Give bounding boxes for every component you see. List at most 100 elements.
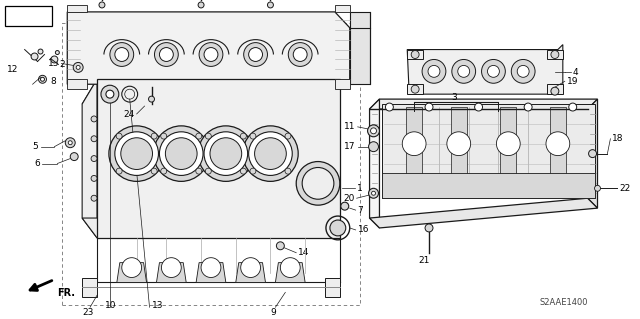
Polygon shape bbox=[500, 107, 516, 178]
Circle shape bbox=[116, 133, 122, 139]
Polygon shape bbox=[588, 99, 598, 208]
Text: 21: 21 bbox=[419, 256, 429, 265]
Text: 1: 1 bbox=[356, 184, 362, 193]
Circle shape bbox=[302, 167, 334, 199]
Polygon shape bbox=[236, 263, 266, 282]
Polygon shape bbox=[369, 99, 380, 228]
Polygon shape bbox=[383, 104, 595, 198]
Circle shape bbox=[73, 63, 83, 72]
Circle shape bbox=[109, 126, 164, 182]
Circle shape bbox=[372, 191, 376, 195]
Circle shape bbox=[250, 168, 256, 174]
Circle shape bbox=[524, 103, 532, 111]
Text: 14: 14 bbox=[298, 248, 310, 257]
Text: 7: 7 bbox=[358, 206, 364, 215]
Circle shape bbox=[452, 59, 476, 83]
Circle shape bbox=[148, 96, 154, 102]
Circle shape bbox=[110, 43, 134, 66]
Circle shape bbox=[106, 90, 114, 98]
Circle shape bbox=[199, 43, 223, 66]
Polygon shape bbox=[335, 5, 349, 12]
Text: 15: 15 bbox=[48, 59, 60, 68]
Circle shape bbox=[99, 2, 105, 8]
Polygon shape bbox=[275, 263, 305, 282]
Polygon shape bbox=[67, 79, 87, 89]
Circle shape bbox=[241, 168, 246, 174]
Circle shape bbox=[38, 75, 47, 83]
Circle shape bbox=[196, 168, 202, 174]
Circle shape bbox=[91, 156, 97, 161]
Circle shape bbox=[204, 132, 248, 175]
Circle shape bbox=[161, 258, 181, 278]
Circle shape bbox=[51, 56, 58, 63]
Circle shape bbox=[56, 50, 60, 55]
Circle shape bbox=[68, 141, 72, 145]
Circle shape bbox=[250, 133, 256, 139]
Circle shape bbox=[280, 258, 300, 278]
Polygon shape bbox=[82, 79, 340, 104]
Circle shape bbox=[425, 103, 433, 111]
FancyBboxPatch shape bbox=[5, 6, 52, 26]
Polygon shape bbox=[369, 99, 598, 109]
Circle shape bbox=[154, 126, 209, 182]
Circle shape bbox=[198, 126, 253, 182]
Circle shape bbox=[151, 168, 157, 174]
Circle shape bbox=[154, 43, 179, 66]
Text: 17: 17 bbox=[344, 142, 356, 151]
Circle shape bbox=[115, 48, 129, 62]
Polygon shape bbox=[335, 79, 349, 89]
Polygon shape bbox=[550, 107, 566, 178]
Polygon shape bbox=[82, 278, 97, 297]
Circle shape bbox=[371, 128, 376, 134]
Circle shape bbox=[330, 220, 346, 236]
Text: 23: 23 bbox=[83, 308, 94, 317]
Circle shape bbox=[115, 132, 159, 175]
Circle shape bbox=[475, 103, 483, 111]
Circle shape bbox=[268, 2, 273, 8]
Polygon shape bbox=[407, 49, 423, 59]
Circle shape bbox=[91, 136, 97, 142]
Circle shape bbox=[91, 175, 97, 182]
Circle shape bbox=[385, 103, 394, 111]
Circle shape bbox=[91, 195, 97, 201]
Text: 10: 10 bbox=[105, 301, 116, 310]
Circle shape bbox=[249, 132, 292, 175]
Circle shape bbox=[551, 50, 559, 58]
Circle shape bbox=[205, 133, 211, 139]
Polygon shape bbox=[67, 5, 87, 12]
Text: 22: 22 bbox=[620, 184, 630, 193]
Circle shape bbox=[159, 48, 173, 62]
Text: FR.: FR. bbox=[58, 288, 76, 298]
Text: 19: 19 bbox=[567, 77, 579, 86]
Circle shape bbox=[121, 138, 152, 169]
Polygon shape bbox=[547, 49, 563, 59]
Circle shape bbox=[151, 133, 157, 139]
Polygon shape bbox=[547, 84, 563, 94]
Polygon shape bbox=[325, 79, 340, 238]
Polygon shape bbox=[383, 174, 595, 198]
Circle shape bbox=[276, 242, 284, 250]
Text: 13: 13 bbox=[152, 301, 163, 310]
Circle shape bbox=[198, 2, 204, 8]
Polygon shape bbox=[349, 12, 369, 84]
Text: 18: 18 bbox=[612, 134, 624, 143]
Circle shape bbox=[243, 126, 298, 182]
Text: 2: 2 bbox=[60, 60, 65, 69]
Polygon shape bbox=[407, 45, 563, 94]
Polygon shape bbox=[82, 79, 97, 238]
Circle shape bbox=[285, 168, 291, 174]
Text: 24: 24 bbox=[124, 110, 134, 120]
Circle shape bbox=[447, 132, 470, 156]
Circle shape bbox=[546, 132, 570, 156]
Circle shape bbox=[428, 65, 440, 77]
Circle shape bbox=[205, 168, 211, 174]
Circle shape bbox=[369, 188, 378, 198]
Circle shape bbox=[159, 132, 203, 175]
Circle shape bbox=[241, 258, 260, 278]
Text: 12: 12 bbox=[7, 65, 18, 74]
Circle shape bbox=[511, 59, 535, 83]
Polygon shape bbox=[117, 263, 147, 282]
Circle shape bbox=[595, 185, 600, 191]
Circle shape bbox=[341, 202, 349, 210]
Text: 20: 20 bbox=[343, 194, 355, 203]
